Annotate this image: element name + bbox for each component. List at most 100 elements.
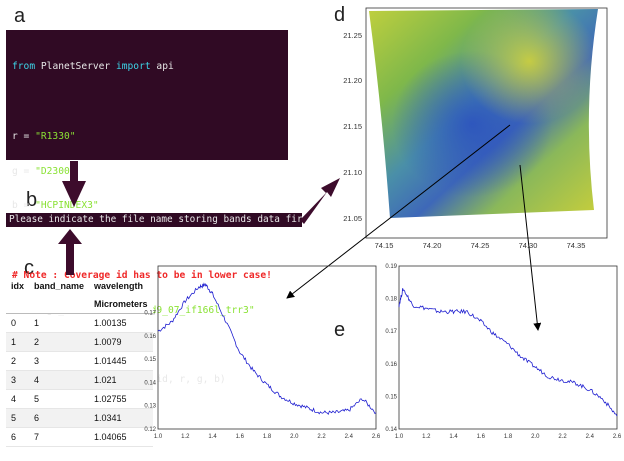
map-x-tick: 74.30 <box>519 241 538 250</box>
cell-idx: 0 <box>6 313 30 333</box>
cell-idx: 2 <box>6 351 30 371</box>
cell-band: 2 <box>29 332 90 352</box>
r-line: r = "R1330" <box>12 131 282 143</box>
panel-label-a: a <box>14 5 26 27</box>
arrow-code-to-prompt <box>62 161 86 207</box>
prompt-terminal[interactable]: Please indicate the file name storing ba… <box>6 213 302 227</box>
code-coverage-value: "frt000064d9_07_if166l_trr3" <box>92 304 255 316</box>
map-x-tick: 74.20 <box>423 241 442 250</box>
code-b-var: b = <box>12 200 36 212</box>
map-y-ticks: 21.25 21.20 21.15 21.10 21.05 <box>343 31 362 223</box>
map-y-tick: 21.10 <box>343 168 362 177</box>
x-tick-label: 1.0 <box>154 434 163 440</box>
col-header-idx: idx <box>11 281 25 291</box>
cell-idx: 6 <box>6 427 30 447</box>
code-keyword-import: import <box>115 61 151 73</box>
table-row: 4 5 1.02755 <box>6 389 153 409</box>
map-yellow-region <box>369 9 598 218</box>
table-header-row: idx band_name wavelength <box>6 277 153 295</box>
code-module: PlanetServer <box>40 61 111 73</box>
b-line: b = "HCPINDEX3" <box>12 200 282 212</box>
arrow-table-to-prompt <box>58 229 82 275</box>
x-tick-label: 1.4 <box>449 434 458 440</box>
x-tick-label: 1.2 <box>181 434 190 440</box>
x-tick-label: 1.8 <box>504 434 513 440</box>
cell-idx: 4 <box>6 389 30 409</box>
table-row: 2 3 1.01445 <box>6 351 153 371</box>
code-import-name: api <box>156 61 174 73</box>
cell-wavelength: 1.02755 <box>89 389 153 409</box>
y-tick-label: 0.16 <box>385 362 397 368</box>
x-tick-label: 2.2 <box>558 434 567 440</box>
x-tick-label: 2.0 <box>531 434 540 440</box>
y-tick-label: 0.19 <box>385 264 397 270</box>
code-r-value: "R1330" <box>35 130 76 142</box>
cell-band: 5 <box>29 389 90 409</box>
x-tick-label: 2.4 <box>345 434 354 440</box>
code-g-var: g = <box>12 165 36 177</box>
x-tick-label: 1.0 <box>395 434 404 440</box>
map-x-tick: 74.15 <box>375 241 394 250</box>
import-line: from PlanetServer import api <box>12 61 282 73</box>
panel-label-d: d <box>334 4 346 26</box>
y-tick-label: 0.15 <box>385 394 397 400</box>
chart-frame <box>157 265 377 430</box>
y-tick-label: 0.17 <box>385 329 397 335</box>
map-y-tick: 21.15 <box>343 122 362 131</box>
y-tick-label: 0.12 <box>144 427 156 433</box>
table-row: 3 4 1.021 <box>6 370 153 390</box>
spectrum-chart-left: 1.0 1.2 1.4 1.6 1.8 2.0 2.2 2.4 2.6 0.17 0.16 0.15… <box>144 265 381 440</box>
code-b-value: "HCPINDEX3" <box>35 200 99 212</box>
map-y-tick: 21.05 <box>343 214 362 223</box>
flow-arrows <box>58 161 340 275</box>
cell-band: 1 <box>29 313 90 333</box>
x-tick-label: 1.6 <box>477 434 486 440</box>
x-tick-label: 2.6 <box>613 434 622 440</box>
y-tick-label: 0.15 <box>144 357 156 363</box>
table-row: 5 6 1.0341 <box>6 408 153 428</box>
x-tick-label: 1.8 <box>263 434 272 440</box>
table-row: 0 1 1.00135 <box>6 313 153 333</box>
cell-wavelength: 1.0341 <box>89 408 153 428</box>
x-tick-label: 2.2 <box>317 434 326 440</box>
y-tick-label: 0.18 <box>385 297 397 303</box>
chart-frame <box>398 265 618 430</box>
spectrum-line-left <box>157 282 377 415</box>
arrow-prompt-to-map <box>300 178 340 224</box>
cell-band: 4 <box>29 370 90 390</box>
col-header-band-name: band_name <box>34 281 85 291</box>
y-tick-label: 0.17 <box>144 311 156 317</box>
map-x-tick: 74.25 <box>471 241 490 250</box>
cell-wavelength: 1.00135 <box>89 313 153 333</box>
map-x-tick: 74.35 <box>567 241 586 250</box>
x-tick-label: 1.6 <box>236 434 245 440</box>
x-tick-label: 2.6 <box>372 434 381 440</box>
g-line: g = "D2300" <box>12 166 282 178</box>
table-row: 6 7 1.04065 <box>6 427 153 447</box>
x-tick-label: 2.4 <box>586 434 595 440</box>
cell-wavelength: 1.021 <box>89 370 153 390</box>
panel-label-b: b <box>26 189 38 211</box>
code-r-var: r = <box>12 130 36 142</box>
map-frame <box>365 7 608 239</box>
x-tick-label: 1.4 <box>208 434 217 440</box>
x-tick-label: 2.0 <box>290 434 299 440</box>
col-header-wavelength: wavelength <box>94 281 144 291</box>
cell-band: 7 <box>29 427 90 447</box>
code-keyword-from: from <box>12 61 36 73</box>
code-comment: # Note : Coverage id has to be in lower … <box>12 269 272 281</box>
y-tick-label: 0.13 <box>144 404 156 410</box>
pointer-arrow-left <box>286 124 511 299</box>
spectrum-chart-right: 1.0 1.2 1.4 1.6 1.8 2.0 2.2 2.4 2.6 0.19 0.18 0.17… <box>385 264 622 440</box>
y-tick-label: 0.16 <box>144 334 156 340</box>
code-g-value: "D2300" <box>35 165 76 177</box>
panel-label-e: e <box>334 319 346 341</box>
cell-wavelength: 1.0079 <box>89 332 153 352</box>
cell-idx: 3 <box>6 370 30 390</box>
spectrum-line-right <box>398 288 618 417</box>
y-tick-label: 0.14 <box>385 427 397 433</box>
x-tick-label: 1.2 <box>422 434 431 440</box>
cell-band: 6 <box>29 408 90 428</box>
